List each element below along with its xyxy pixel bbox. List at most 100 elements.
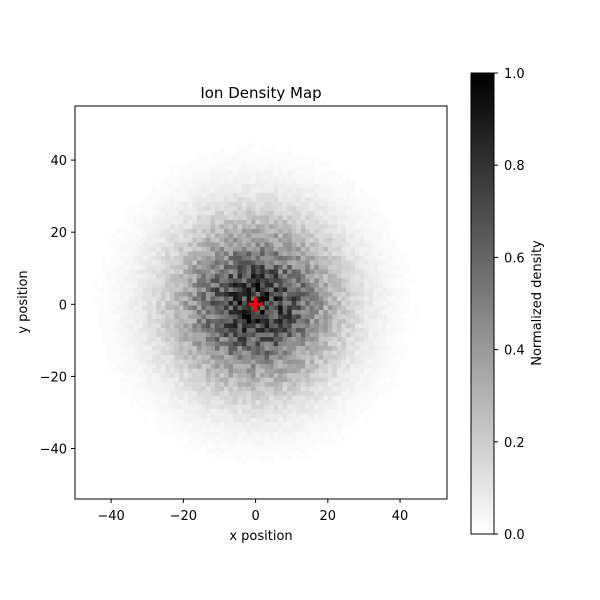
heatmap-cell [278,381,283,387]
heatmap-cell [223,431,229,437]
heatmap-cell [332,183,338,189]
heatmap-cell [273,390,279,396]
heatmap-cell [368,372,374,378]
heatmap-cell [341,368,347,374]
heatmap-cell [314,399,320,405]
heatmap-cell [205,350,211,356]
heatmap-cell [273,170,279,175]
heatmap-cell [368,228,374,234]
heatmap-cell [323,206,329,211]
heatmap-cell [214,426,220,432]
heatmap-cell [336,341,342,347]
heatmap-cell [350,359,356,365]
heatmap-cell [273,363,279,369]
heatmap-cell [251,417,256,423]
heatmap-cell [242,426,247,432]
heatmap-cell [187,386,193,392]
heatmap-cell [183,327,189,333]
heatmap-cell [309,323,315,329]
heatmap-cell [314,336,320,342]
heatmap-cell [386,224,392,229]
heatmap-cell [278,363,283,369]
heatmap-cell [228,260,234,265]
heatmap-cell [269,395,274,401]
heatmap-cell [160,260,166,265]
heatmap-cell [273,192,279,198]
heatmap-cell [309,318,315,324]
heatmap-cell [233,408,238,414]
heatmap-cell [300,390,306,396]
heatmap-cell [327,381,333,387]
heatmap-cell [287,260,292,265]
heatmap-cell [260,458,265,464]
heatmap-cell [169,192,175,198]
heatmap-cell [205,368,211,374]
y-tick-label: 20 [50,226,67,241]
heatmap-cell [165,242,171,247]
heatmap-cell [323,413,329,419]
heatmap-cell [205,305,211,311]
heatmap-cell [196,269,202,274]
heatmap-cell [165,210,171,216]
heatmap-cell [246,147,252,153]
heatmap-cell [273,372,279,378]
heatmap-cell [124,368,130,374]
heatmap-cell [169,206,175,211]
heatmap-cell [246,296,252,301]
heatmap-cell [318,314,324,320]
heatmap-cell [287,174,292,180]
heatmap-cell [183,368,189,374]
heatmap-cell [287,368,292,374]
heatmap-cell [400,336,405,342]
heatmap-cell [287,386,292,392]
heatmap-cell [201,377,207,383]
heatmap-cell [183,332,189,338]
heatmap-cell [395,269,401,274]
heatmap-cell [242,255,247,261]
heatmap-cell [133,287,139,292]
heatmap-cell [120,377,125,383]
heatmap-cell [187,170,193,175]
heatmap-cell [327,188,333,193]
heatmap-cell [219,264,225,270]
heatmap-cell [147,201,153,207]
heatmap-cell [255,422,261,428]
heatmap-cell [336,269,342,274]
heatmap-cell [120,341,125,347]
heatmap-cell [205,278,211,283]
heatmap-cell [214,440,220,446]
heatmap-cell [264,431,270,437]
heatmap-cell [278,165,283,171]
heatmap-cell [368,386,374,392]
heatmap-cell [327,404,333,410]
heatmap-cell [129,264,134,270]
heatmap-cell [350,341,356,347]
heatmap-cell [187,372,193,378]
heatmap-cell [354,404,360,410]
heatmap-cell [174,219,180,225]
heatmap-cell [273,165,279,171]
heatmap-cell [120,269,125,274]
heatmap-cell [183,399,189,405]
heatmap-cell [196,165,202,171]
heatmap-cell [192,201,198,207]
heatmap-cell [269,341,274,347]
heatmap-cell [282,224,288,229]
heatmap-cell [174,264,180,270]
heatmap-cell [291,345,297,351]
heatmap-cell [160,215,166,220]
heatmap-cell [291,408,297,414]
heatmap-cell [210,170,216,175]
heatmap-cell [228,264,234,270]
heatmap-cell [269,273,274,279]
heatmap-cell [273,201,279,207]
heatmap-cell [300,228,306,234]
heatmap-cell [260,372,265,378]
heatmap-cell [269,156,274,162]
heatmap-cell [291,435,297,441]
heatmap-cell [287,314,292,320]
heatmap-cell [363,201,369,207]
heatmap-cell [223,341,229,347]
heatmap-cell [377,327,383,333]
heatmap-cell [291,260,297,265]
